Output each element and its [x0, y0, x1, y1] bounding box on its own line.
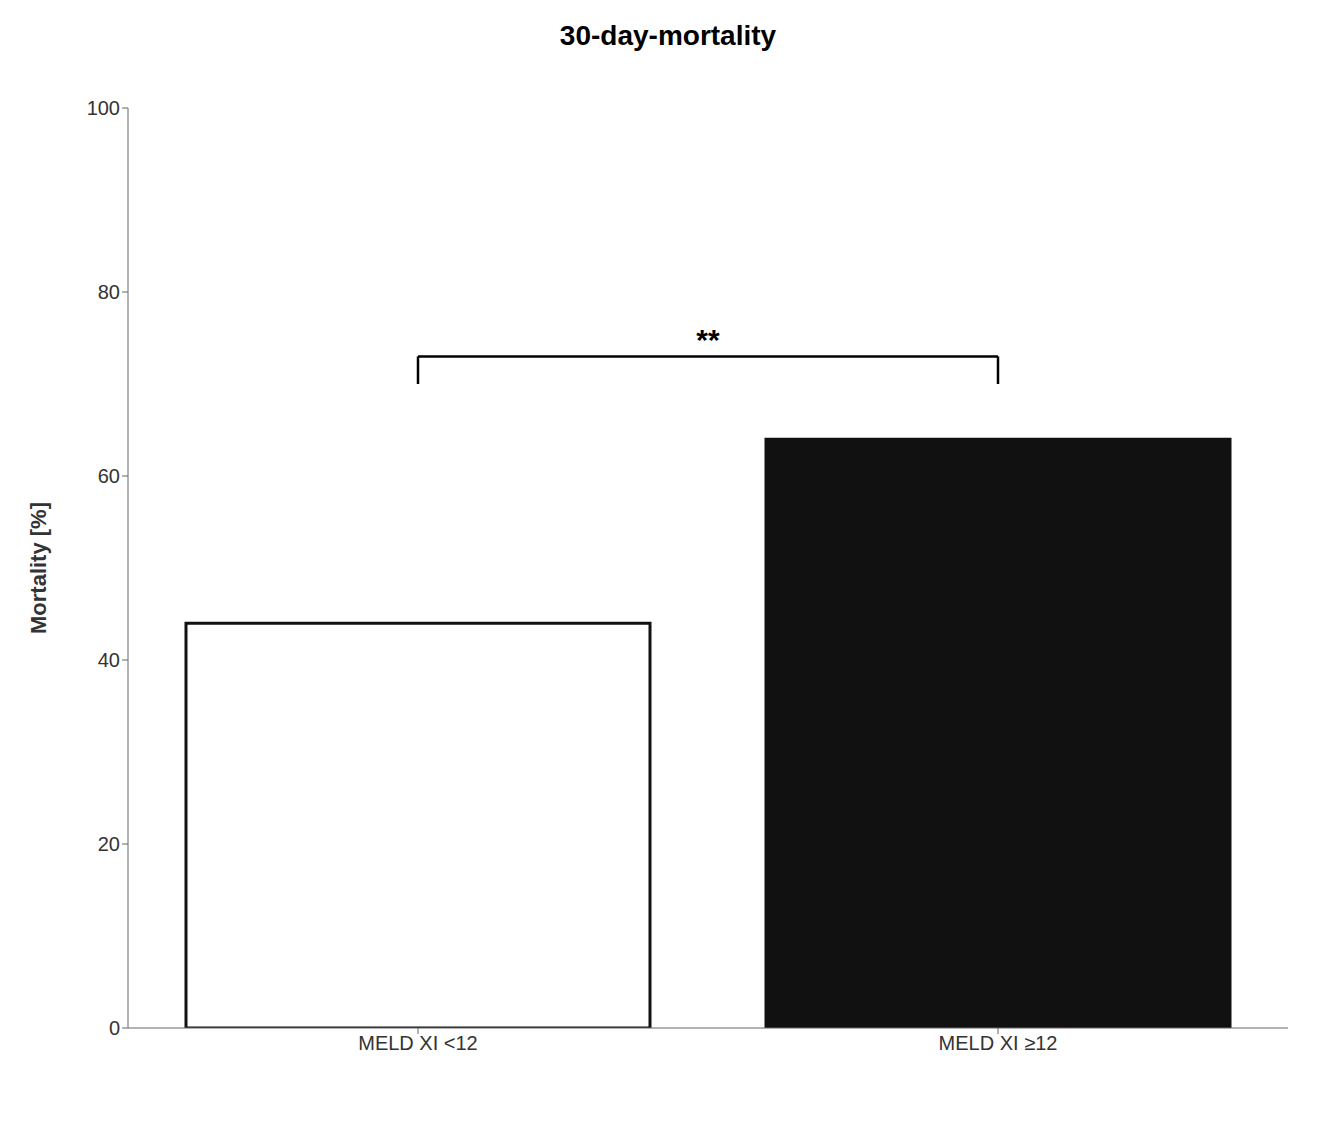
svg-text:80: 80: [98, 281, 120, 303]
svg-text:20: 20: [98, 833, 120, 855]
svg-text:40: 40: [98, 649, 120, 671]
svg-text:Mortality [%]: Mortality [%]: [26, 502, 51, 634]
svg-text:100: 100: [87, 97, 120, 119]
svg-text:MELD XI ≥12: MELD XI ≥12: [939, 1032, 1058, 1054]
svg-text:MELD XI <12: MELD XI <12: [358, 1032, 478, 1054]
svg-text:60: 60: [98, 465, 120, 487]
svg-text:0: 0: [109, 1017, 120, 1039]
html-text:30-day-mortality: 30-day-mortality: [559, 20, 777, 51]
svg-text:**: **: [696, 323, 720, 356]
